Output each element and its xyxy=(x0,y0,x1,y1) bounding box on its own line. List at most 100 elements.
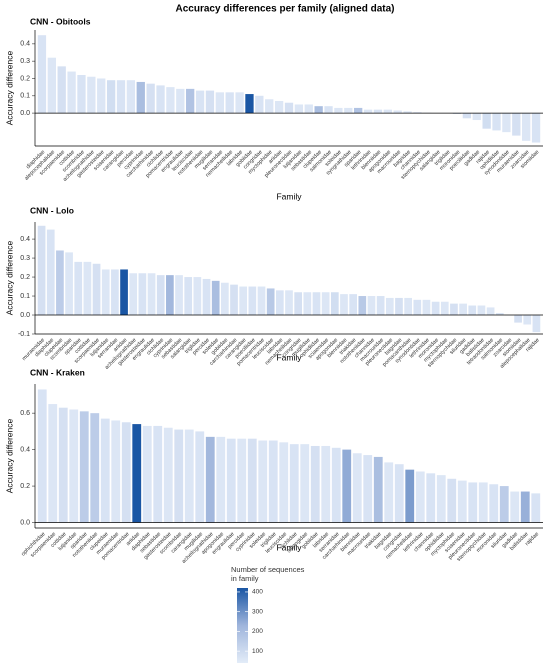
bar xyxy=(239,286,248,316)
bar xyxy=(492,113,501,131)
bar xyxy=(344,107,353,114)
bar xyxy=(46,229,55,316)
bar xyxy=(482,113,491,129)
bar xyxy=(520,491,530,523)
bar xyxy=(385,297,394,316)
bar xyxy=(289,444,299,523)
bar xyxy=(462,113,472,119)
bar xyxy=(235,92,244,114)
colorbar-label: 200 xyxy=(252,628,263,635)
y-tick-label: 0.4 xyxy=(20,446,30,453)
legend-title: in family xyxy=(231,574,259,583)
bar xyxy=(422,299,431,316)
bar xyxy=(284,102,294,114)
bar xyxy=(340,294,348,316)
bar xyxy=(468,305,477,316)
bar xyxy=(92,263,101,316)
bar xyxy=(136,81,145,114)
y-tick-label: 0.2 xyxy=(20,483,30,490)
bar xyxy=(279,442,289,523)
bar xyxy=(403,111,412,114)
bar xyxy=(268,440,278,523)
x-axis-label: Family xyxy=(276,352,302,362)
bar xyxy=(300,444,310,523)
bar xyxy=(486,307,495,316)
y-tick-label: 0.1 xyxy=(20,293,30,300)
bar xyxy=(266,288,275,316)
bar xyxy=(37,225,46,316)
bar xyxy=(230,284,238,316)
y-tick-label: 0.2 xyxy=(20,75,30,82)
bar xyxy=(275,290,284,316)
bar xyxy=(186,88,195,114)
bar xyxy=(404,297,412,316)
bar xyxy=(202,278,211,316)
bar xyxy=(175,275,183,316)
bar xyxy=(205,90,215,114)
bar xyxy=(106,80,116,114)
bar xyxy=(56,250,64,316)
y-tick-label: 0.0 xyxy=(20,312,30,319)
bar xyxy=(74,261,83,316)
bar xyxy=(79,411,89,523)
bar xyxy=(174,429,184,523)
bar xyxy=(146,83,155,114)
figure-title: Accuracy differences per family (aligned… xyxy=(176,4,395,15)
bar xyxy=(138,273,147,316)
bar xyxy=(216,436,226,523)
bar xyxy=(221,282,229,316)
bar xyxy=(129,273,138,316)
bar xyxy=(195,431,205,523)
bar xyxy=(522,113,531,141)
bar xyxy=(450,303,458,316)
colorbar-label: 400 xyxy=(252,589,263,596)
bar xyxy=(321,445,331,523)
bar xyxy=(330,292,339,316)
bar xyxy=(205,436,215,523)
bar xyxy=(248,286,257,316)
bar xyxy=(510,491,520,523)
bar xyxy=(304,104,313,114)
bar xyxy=(83,261,92,316)
bar xyxy=(312,292,321,316)
bar xyxy=(373,456,383,523)
bar xyxy=(314,106,323,114)
bar xyxy=(383,109,392,114)
y-tick-label: 0.4 xyxy=(20,236,30,243)
bar xyxy=(163,427,173,523)
bar xyxy=(195,90,205,114)
colorbar-label: 300 xyxy=(252,608,263,615)
legend-title: Number of sequences xyxy=(231,565,305,574)
bar xyxy=(354,107,363,114)
bar xyxy=(452,113,462,114)
bar xyxy=(69,409,79,523)
bar xyxy=(285,290,293,316)
bar xyxy=(176,88,185,114)
bar xyxy=(331,447,341,523)
bar xyxy=(156,275,165,316)
bar xyxy=(184,429,194,523)
bar xyxy=(111,420,121,523)
bar xyxy=(358,296,367,316)
bar xyxy=(184,277,193,316)
colorbar xyxy=(237,588,248,663)
bar xyxy=(468,482,478,523)
bar xyxy=(363,455,373,523)
bar xyxy=(321,292,330,316)
bar xyxy=(413,299,422,316)
bar xyxy=(489,484,499,523)
bar xyxy=(394,464,404,523)
x-axis-label: Family xyxy=(276,191,302,201)
bar xyxy=(324,106,333,114)
panel-title: CNN - Kraken xyxy=(30,367,85,377)
bar xyxy=(116,80,126,114)
bar xyxy=(472,113,481,121)
bar xyxy=(303,292,312,316)
bar xyxy=(126,80,136,114)
bar xyxy=(132,424,142,523)
bar xyxy=(57,66,66,114)
bar xyxy=(447,478,457,523)
bar xyxy=(352,453,362,523)
bar xyxy=(274,100,284,114)
